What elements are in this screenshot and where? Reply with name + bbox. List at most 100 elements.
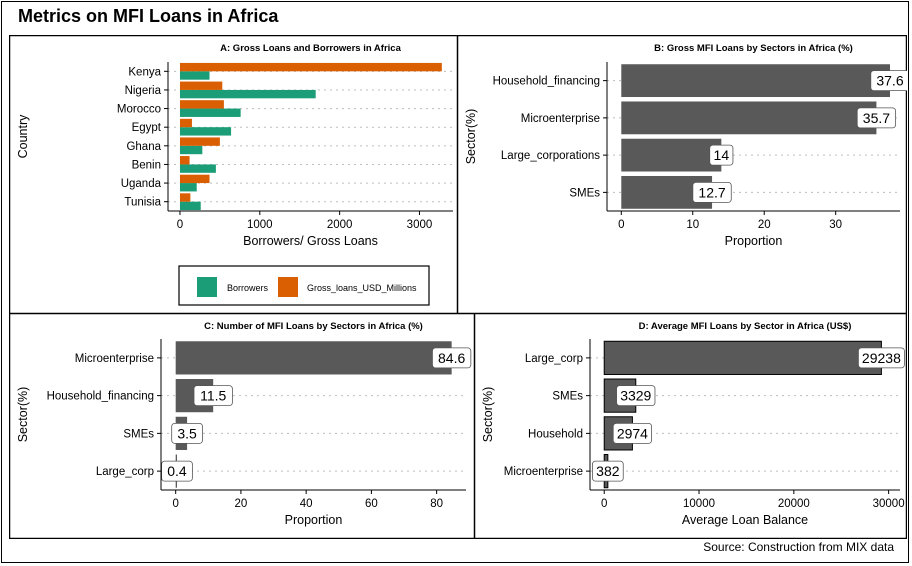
data-label: 3.5 (177, 425, 197, 441)
x-tick-label: 0 (177, 219, 183, 231)
x-tick-label: 60 (365, 498, 378, 510)
y-tick-label: Egypt (132, 122, 162, 134)
x-tick-label: 80 (430, 498, 443, 510)
data-label: 2974 (617, 425, 648, 441)
legend-key-borrowers (197, 277, 217, 297)
y-tick-label: Microenterprise (504, 466, 583, 478)
x-tick-label: 40 (300, 498, 313, 510)
y-tick-label: Household (528, 428, 583, 440)
gross-loans-bar (179, 193, 191, 202)
data-label: 37.6 (876, 73, 903, 89)
gross-loans-bar (179, 156, 190, 165)
data-label-box (432, 347, 472, 369)
data-label-box (161, 460, 193, 482)
y-tick-label: Benin (132, 159, 161, 171)
x-tick-label: 10000 (683, 498, 715, 510)
data-label-box (616, 385, 656, 407)
bar (603, 340, 882, 375)
bar (621, 64, 890, 98)
y-tick-label: Microenterprise (521, 113, 600, 125)
y-tick-label: SMEs (569, 187, 600, 199)
data-label: 29238 (862, 350, 901, 366)
data-label-box (692, 181, 732, 203)
gross-loans-bar (179, 174, 210, 184)
gross-loans-bar (179, 137, 220, 146)
gross-loans-bar (179, 100, 224, 109)
panel-b-chart: B: Gross MFI Loans by Sectors in Africa … (457, 35, 907, 314)
data-label-box (612, 422, 653, 444)
panel-c-chart: C: Number of MFI Loans by Sectors in Afr… (9, 313, 475, 539)
data-label: 382 (596, 463, 620, 479)
borrowers-bar (179, 164, 216, 173)
data-label: 3329 (620, 388, 651, 404)
data-label-box (870, 70, 907, 92)
x-tick-label: 20 (758, 219, 771, 231)
data-label-box (857, 347, 905, 369)
bar (175, 341, 452, 375)
y-tick-label: Large_corp (96, 466, 154, 478)
legend-label-borrowers: Borrowers (227, 283, 269, 293)
y-tick-label: Morocco (117, 104, 161, 116)
y-tick-label: Microenterprise (75, 353, 154, 365)
data-label: 0.4 (167, 463, 187, 479)
x-tick-label: 3000 (407, 219, 433, 231)
x-tick-label: 20 (235, 498, 248, 510)
panel-title: C: Number of MFI Loans by Sectors in Afr… (204, 321, 423, 332)
y-axis-title: Sector(%) (16, 387, 30, 443)
borrowers-bar (179, 108, 241, 117)
gross-loans-bar (179, 118, 192, 128)
x-tick-label: 20000 (778, 498, 810, 510)
data-label-box (592, 460, 624, 482)
x-tick-label: 10 (686, 219, 699, 231)
panel-title: B: Gross MFI Loans by Sectors in Africa … (654, 43, 853, 54)
page-title: Metrics on MFI Loans in Africa (18, 6, 279, 26)
y-tick-label: SMEs (552, 391, 583, 403)
gross-loans-bar (179, 81, 223, 90)
x-tick-label: 0 (618, 219, 624, 231)
y-tick-label: Household_financing (47, 391, 154, 403)
x-axis-title: Average Loan Balance (682, 513, 808, 527)
data-label: 84.6 (438, 350, 465, 366)
bar (621, 138, 722, 172)
y-tick-label: SMEs (123, 428, 154, 440)
x-axis-title: Proportion (725, 234, 783, 248)
legend-label-gross-loans: Gross_loans_USD_Millions (307, 283, 417, 293)
borrowers-bar (179, 89, 316, 99)
x-tick-label: 0 (601, 498, 607, 510)
borrowers-bar (179, 71, 210, 80)
y-tick-label: Ghana (126, 141, 161, 153)
borrowers-bar (179, 127, 232, 136)
panel-title: D: Average MFI Loans by Sector in Africa… (639, 321, 852, 332)
data-label: 12.7 (698, 184, 725, 200)
y-axis-title: Sector(%) (481, 387, 495, 443)
legend-box (178, 265, 430, 306)
data-label-box (709, 144, 734, 166)
borrowers-bar (179, 145, 203, 155)
data-label-box (856, 107, 897, 129)
borrowers-bar (179, 201, 201, 211)
x-tick-label: 2000 (327, 219, 353, 231)
x-tick-label: 0 (172, 498, 178, 510)
y-tick-label: Tunisia (124, 197, 161, 209)
gross-loans-bar (179, 62, 442, 72)
x-tick-label: 1000 (247, 219, 273, 231)
panel-d-chart: D: Average MFI Loans by Sector in Africa… (474, 313, 907, 539)
data-label: 11.5 (200, 388, 226, 404)
source-note: Source: Construction from MIX data (703, 540, 894, 554)
x-axis-title: Proportion (285, 513, 343, 527)
x-axis-title: Borrowers/ Gross Loans (243, 234, 378, 248)
x-tick-label: 30 (829, 219, 842, 231)
y-tick-label: Household_financing (493, 76, 600, 88)
legend-key-gross-loans (278, 277, 298, 297)
panel-a-chart: A: Gross Loans and Borrowers in Africa Ke… (9, 35, 458, 314)
data-label-box (171, 422, 203, 444)
y-axis-title: Country (16, 114, 30, 159)
bar (621, 101, 877, 135)
data-label: 14 (714, 147, 730, 163)
panel-title: A: Gross Loans and Borrowers in Africa (220, 43, 401, 54)
data-label-box (193, 385, 233, 407)
y-tick-label: Large_corp (525, 353, 583, 365)
borrowers-bar (179, 183, 197, 192)
y-tick-label: Large_corporations (501, 150, 600, 162)
